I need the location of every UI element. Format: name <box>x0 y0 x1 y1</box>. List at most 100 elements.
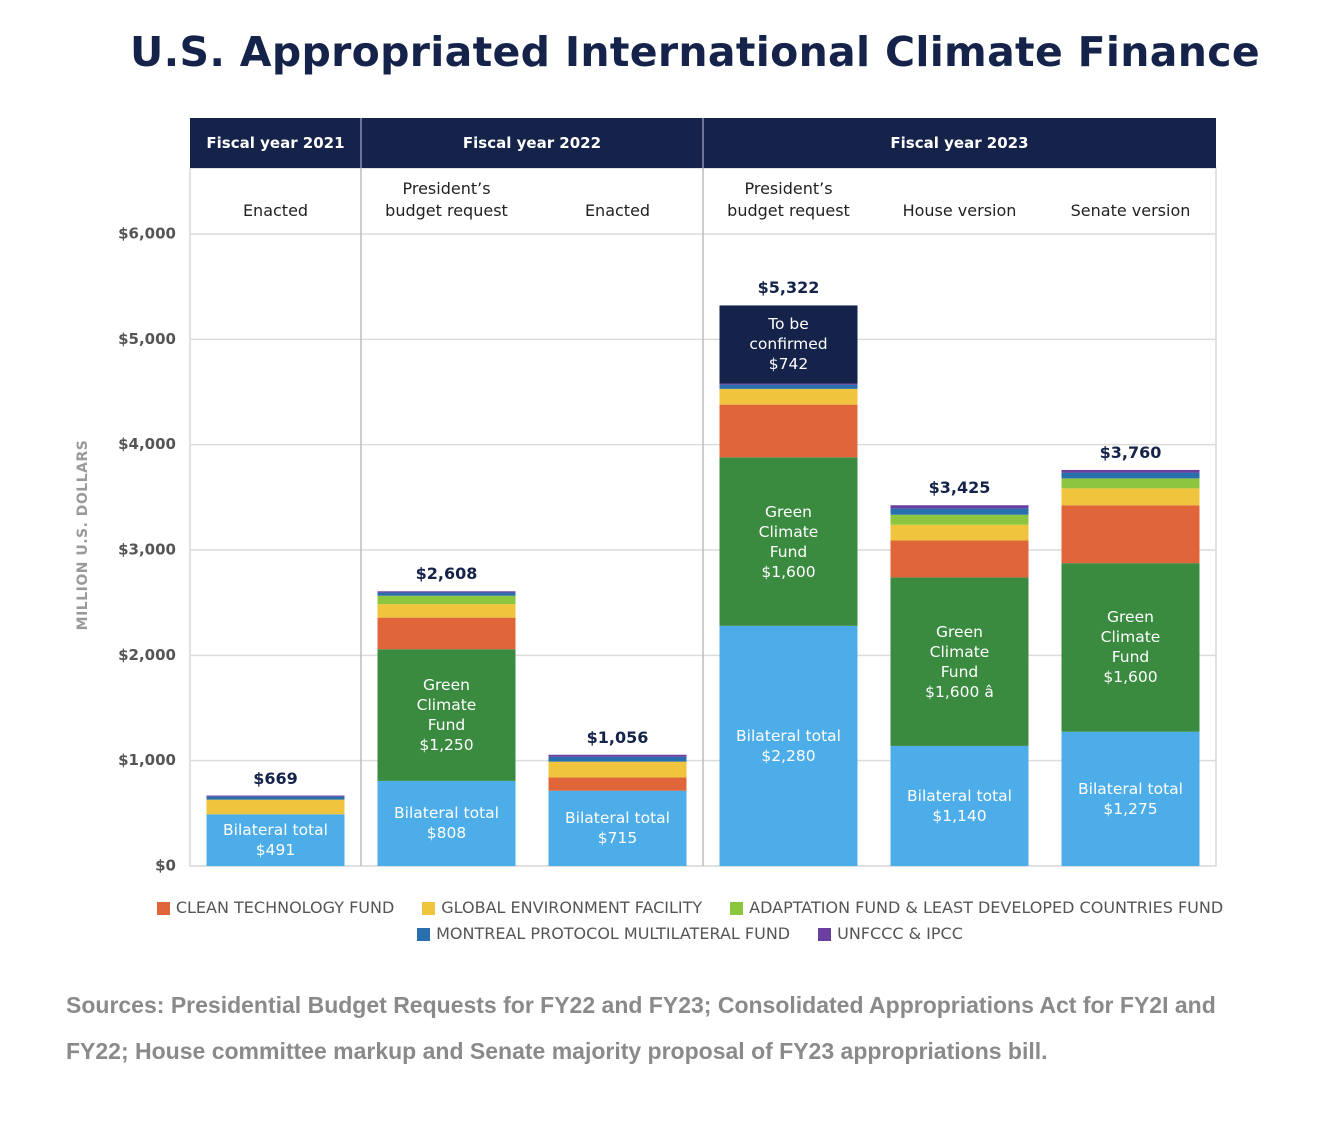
bar-segment <box>719 404 858 458</box>
bar-segment <box>377 780 516 866</box>
segment-value: $2,280 <box>761 746 816 765</box>
y-tick-label: $6,000 <box>118 225 176 243</box>
legend-text: UNFCCC & IPCC <box>837 924 963 943</box>
segment-label: Green Climate Fund $1,250 <box>399 675 495 755</box>
y-tick-label: $2,000 <box>118 646 176 664</box>
bar-segment <box>206 795 345 797</box>
category-label: Enacted <box>584 201 651 220</box>
chart: $0 $1,000 $2,000 $3,000 $4,000 $5,000 $6,000 <box>118 118 1217 875</box>
y-axis-label: MILLION U.S. DOLLARS <box>75 439 91 631</box>
legend-item: ADAPTATION FUND & LEAST DEVELOPED COUNTR… <box>730 897 1223 919</box>
legend-item: CLEAN TECHNOLOGY FUND <box>156 897 395 919</box>
bar-segment <box>1061 472 1200 479</box>
segment-value: $491 <box>255 841 296 860</box>
legend-swatch <box>417 927 431 941</box>
segment-label: Bilateral total $1,140 <box>893 786 1027 826</box>
segment-name: Bilateral total <box>223 821 328 840</box>
legend-text: GLOBAL ENVIRONMENT FACILITY <box>441 898 703 917</box>
bar-segment <box>377 617 516 650</box>
segment-name: Green Climate Fund <box>758 502 819 561</box>
bar-segment <box>206 799 345 815</box>
bar-segment <box>206 796 345 800</box>
total-label: $1,056 <box>586 727 649 747</box>
bar-segment <box>1061 469 1200 473</box>
segment-name: To be confirmed <box>749 315 828 354</box>
segment-value: $808 <box>426 824 467 843</box>
legend-text: ADAPTATION FUND & LEAST DEVELOPED COUNTR… <box>749 898 1224 917</box>
segment-label: To be confirmed $742 <box>741 314 837 374</box>
legend-item: MONTREAL PROTOCOL MULTILATERAL FUND <box>417 923 790 945</box>
legend-swatch <box>422 901 436 915</box>
bar-segment <box>719 383 858 385</box>
bar-segment <box>719 457 858 626</box>
category-label: Senate version <box>1070 201 1191 220</box>
segment-value: $1,600 â <box>925 682 994 701</box>
total-label: $5,322 <box>757 278 820 298</box>
total-label: $2,608 <box>415 564 478 584</box>
segment-name: Bilateral total <box>736 726 841 745</box>
bar-segment <box>377 595 516 605</box>
legend-swatch <box>156 901 170 915</box>
segment-label: Bilateral total $715 <box>551 808 685 848</box>
total-label: $3,425 <box>928 478 991 498</box>
bar-segment <box>548 754 687 757</box>
segment-label: Green Climate Fund $1,600 <box>741 502 837 582</box>
segment-value: $1,600 <box>1103 668 1158 687</box>
bar-segment <box>890 745 1029 866</box>
total-label: $669 <box>253 768 298 788</box>
segment-name: Green Climate Fund <box>416 676 477 735</box>
bar-segment <box>890 540 1029 578</box>
bar-segment <box>719 305 858 384</box>
segment-name: Bilateral total <box>1078 779 1183 798</box>
segment-name: Bilateral total <box>907 786 1012 805</box>
legend-text: CLEAN TECHNOLOGY FUND <box>175 898 395 917</box>
total-label: $3,760 <box>1099 442 1162 462</box>
bar-segment <box>548 790 687 866</box>
y-tick-label: $5,000 <box>118 330 176 348</box>
group-label: Fiscal year 2022 <box>462 134 602 152</box>
bar-segment <box>890 577 1029 746</box>
segment-value: $742 <box>768 355 809 374</box>
bar-segment <box>1061 563 1200 732</box>
y-tick-label: $4,000 <box>118 435 176 453</box>
bar-segment <box>890 508 1029 515</box>
bar-segment <box>377 592 516 596</box>
y-tick-label: $0 <box>155 857 176 875</box>
bar-segment <box>1061 478 1200 489</box>
legend-item: UNFCCC & IPCC <box>818 923 963 945</box>
bar-segment <box>548 756 687 762</box>
bar-segment <box>1061 731 1200 866</box>
segment-name: Green Climate Fund <box>1100 608 1161 667</box>
category-label: President’s budget request <box>385 179 508 220</box>
group-label: Fiscal year 2023 <box>890 134 1029 152</box>
bar-segment <box>206 814 345 866</box>
segment-label: Bilateral total $1,275 <box>1064 779 1198 819</box>
segment-value: $1,275 <box>1103 799 1158 818</box>
bar-segment <box>548 761 687 778</box>
category-label: President’s budget request <box>727 179 850 220</box>
bar-segment <box>1061 488 1200 506</box>
chart-title: U.S. Appropriated International Climate … <box>130 28 1260 76</box>
segment-name: Green Climate Fund <box>929 622 990 681</box>
legend-swatch <box>730 901 744 915</box>
bar-segment <box>890 505 1029 509</box>
segment-value: $715 <box>597 829 638 848</box>
bar-segment <box>548 777 687 791</box>
bar-segment <box>890 524 1029 541</box>
segment-name: Bilateral total <box>565 809 670 828</box>
category-label: Enacted <box>242 201 309 220</box>
segment-label: Green Climate Fund $1,600 <box>1083 607 1179 687</box>
bar-segment <box>890 514 1029 525</box>
legend-item: GLOBAL ENVIRONMENT FACILITY <box>422 897 702 919</box>
bar-segment <box>377 591 516 593</box>
group-label: Fiscal year 2021 <box>206 134 345 152</box>
segment-value: $1,250 <box>419 736 474 755</box>
segment-name: Bilateral total <box>394 804 499 823</box>
bar-segment <box>719 625 858 866</box>
y-tick-label: $3,000 <box>118 541 176 559</box>
segment-value: $1,600 <box>761 562 816 581</box>
segment-label: Bilateral total $2,280 <box>722 726 856 766</box>
bar-segment <box>719 388 858 405</box>
bar-segment <box>377 649 516 781</box>
